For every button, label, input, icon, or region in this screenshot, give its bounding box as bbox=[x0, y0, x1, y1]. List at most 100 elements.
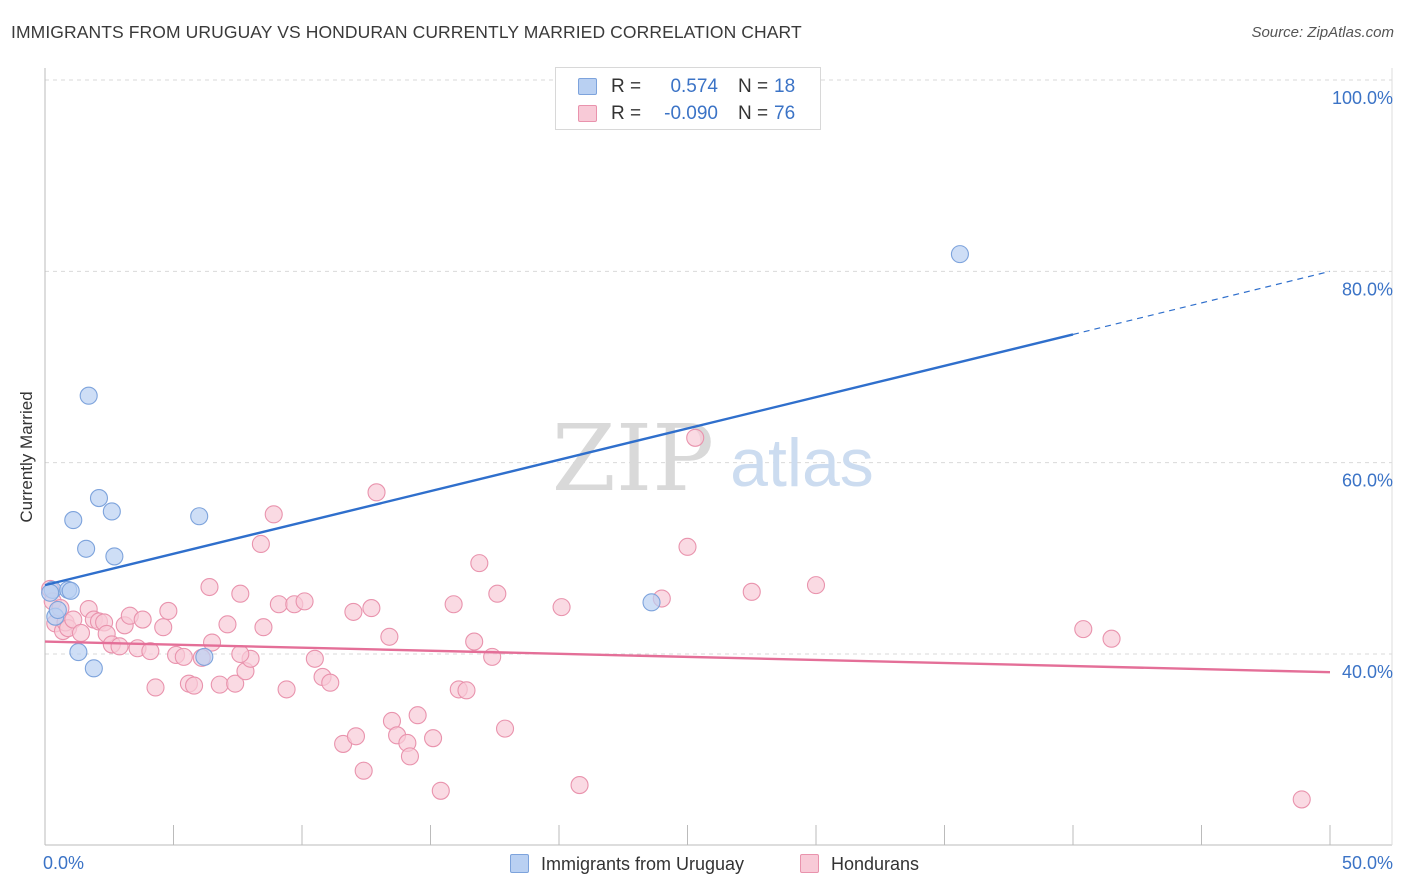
honduran-point bbox=[457, 681, 476, 700]
honduran-point bbox=[269, 595, 288, 614]
honduran-point bbox=[133, 610, 152, 629]
watermark: ZIP atlas bbox=[552, 405, 874, 512]
honduran-point bbox=[346, 727, 366, 746]
uruguay-points bbox=[41, 245, 969, 678]
honduran-point bbox=[295, 592, 314, 611]
legend-row-uruguay: R = 0.574 N = 18 bbox=[556, 74, 822, 100]
honduran-point bbox=[1074, 620, 1093, 639]
honduran-point bbox=[159, 601, 178, 621]
honduran-point bbox=[174, 647, 193, 666]
uruguay-point bbox=[79, 386, 98, 405]
source-credit: Source: ZipAtlas.com bbox=[1251, 24, 1394, 41]
honduran-point bbox=[1292, 790, 1311, 809]
honduran-point bbox=[154, 618, 173, 637]
y-axis-label: Currently Married bbox=[17, 391, 36, 523]
honduran-point bbox=[742, 582, 761, 601]
honduran-point bbox=[218, 615, 237, 634]
honduran-point bbox=[141, 642, 160, 661]
legend-swatch-pink bbox=[578, 105, 597, 122]
honduran-point bbox=[210, 675, 229, 694]
honduran-point bbox=[146, 678, 165, 697]
uruguay-point bbox=[48, 600, 67, 620]
honduran-point bbox=[495, 719, 515, 738]
legend-r-value: -0.090 bbox=[664, 103, 718, 124]
x-tick-label: 0.0% bbox=[43, 853, 84, 873]
uruguay-point bbox=[64, 511, 83, 530]
grid-lines bbox=[45, 79, 1392, 655]
bottom-legend-label: Hondurans bbox=[831, 854, 920, 874]
honduran-point bbox=[251, 534, 270, 554]
honduran-point bbox=[277, 680, 296, 699]
bottom-legend-label: Immigrants from Uruguay bbox=[541, 854, 745, 874]
watermark-atlas: atlas bbox=[730, 425, 874, 501]
honduran-point bbox=[678, 537, 697, 556]
honduran-point bbox=[367, 483, 386, 502]
honduran-point bbox=[226, 674, 245, 693]
honduran-point bbox=[71, 623, 91, 643]
uruguay-point bbox=[69, 643, 88, 662]
legend-n-label: N = bbox=[738, 76, 769, 97]
uruguay-point bbox=[77, 539, 96, 558]
bottom-legend-swatch-pink bbox=[800, 854, 819, 873]
legend-r-label: R = bbox=[611, 76, 642, 97]
legend-swatch-blue bbox=[578, 78, 597, 95]
correlation-legend: R = 0.574 N = 18 R = -0.090 N = 76 bbox=[555, 67, 821, 130]
uruguay-trend-line bbox=[44, 333, 1074, 587]
honduran-point bbox=[231, 584, 250, 603]
honduran-point bbox=[354, 761, 373, 780]
honduran-point bbox=[488, 584, 507, 603]
x-tick-label: 50.0% bbox=[1342, 853, 1393, 873]
honduran-point bbox=[380, 627, 399, 646]
honduran-point bbox=[264, 505, 283, 524]
uruguay-point bbox=[84, 659, 103, 678]
honduran-point bbox=[470, 554, 489, 573]
honduran-point bbox=[806, 576, 826, 595]
honduran-point bbox=[362, 599, 381, 618]
uruguay-point bbox=[190, 507, 209, 526]
watermark-zip: ZIP bbox=[552, 405, 714, 512]
honduran-point bbox=[1102, 629, 1121, 648]
uruguay-point bbox=[102, 502, 121, 521]
honduran-point bbox=[321, 673, 340, 692]
honduran-point bbox=[254, 618, 273, 637]
uruguay-point bbox=[41, 583, 60, 602]
legend-n-label: N = bbox=[738, 103, 769, 124]
legend-n-value: 76 bbox=[774, 103, 796, 124]
honduran-point bbox=[408, 706, 427, 725]
honduran-point bbox=[424, 729, 443, 748]
honduran-point bbox=[400, 747, 419, 766]
legend-n-value: 18 bbox=[774, 76, 796, 97]
trend-lines bbox=[44, 270, 1331, 674]
y-tick-label: 60.0% bbox=[1342, 471, 1393, 491]
honduran-point bbox=[570, 776, 589, 795]
legend-row-hondurans: R = -0.090 N = 76 bbox=[556, 101, 822, 127]
bottom-legend-swatch-blue bbox=[510, 854, 529, 873]
honduran-point bbox=[431, 781, 450, 800]
legend-r-label: R = bbox=[611, 103, 642, 124]
y-tick-label: 80.0% bbox=[1342, 279, 1393, 299]
uruguay-point bbox=[950, 245, 969, 264]
uruguay-point bbox=[61, 581, 80, 600]
honduran-point bbox=[64, 610, 83, 629]
y-tick-label: 40.0% bbox=[1342, 662, 1393, 682]
honduran-point bbox=[305, 649, 324, 668]
tick-labels: 100.0% 80.0% 60.0% 40.0% 0.0% 50.0% bbox=[43, 88, 1393, 873]
honduran-point bbox=[185, 676, 204, 695]
legend-r-value: 0.574 bbox=[670, 76, 718, 97]
uruguay-trend-extension bbox=[1072, 270, 1331, 336]
honduran-point bbox=[231, 644, 250, 664]
y-tick-label: 100.0% bbox=[1332, 88, 1393, 108]
chart-title: IMMIGRANTS FROM URUGUAY VS HONDURAN CURR… bbox=[11, 22, 802, 42]
honduran-trend-line bbox=[44, 640, 1331, 674]
honduran-point bbox=[344, 602, 363, 621]
honduran-point bbox=[686, 428, 705, 447]
honduran-point bbox=[552, 598, 571, 617]
honduran-point bbox=[110, 637, 129, 656]
honduran-point bbox=[200, 577, 219, 597]
axes bbox=[44, 68, 1393, 846]
uruguay-point bbox=[105, 547, 124, 566]
honduran-point bbox=[465, 632, 484, 651]
uruguay-point bbox=[642, 593, 661, 612]
uruguay-point bbox=[195, 647, 214, 666]
